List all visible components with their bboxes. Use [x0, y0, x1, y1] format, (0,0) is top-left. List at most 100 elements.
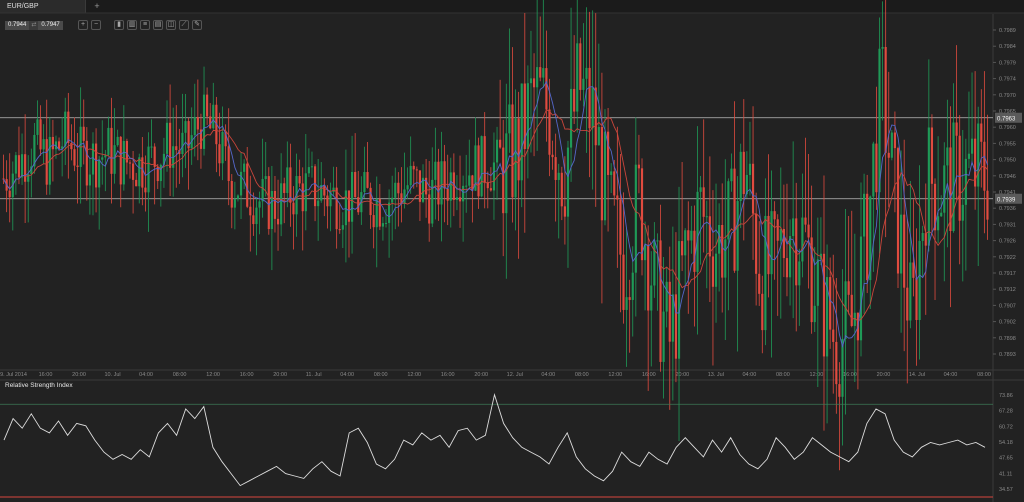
- chart-type-bars-icon[interactable]: ▥: [127, 20, 137, 30]
- candle-body: [313, 166, 317, 207]
- candle-body: [970, 138, 974, 154]
- add-tab-button[interactable]: +: [94, 1, 100, 11]
- candle-body: [505, 133, 508, 214]
- candle-body: [20, 154, 24, 178]
- candle-body: [495, 139, 499, 163]
- candle-body: [326, 195, 329, 207]
- candle-body: [440, 161, 443, 205]
- candle-body: [153, 146, 156, 167]
- y-tick-label: 0.7984: [999, 44, 1016, 50]
- candle-body: [748, 163, 752, 175]
- candle-body: [458, 197, 462, 202]
- candle-body: [825, 277, 829, 357]
- candle-body: [653, 240, 656, 286]
- rsi-y-tick-label: 54.18: [999, 440, 1013, 446]
- x-tick-label: 04:00: [340, 372, 354, 378]
- candle-body: [893, 132, 897, 149]
- candle-body: [829, 277, 832, 330]
- rsi-y-tick-label: 60.72: [999, 424, 1013, 430]
- candle-body: [224, 131, 227, 147]
- candle-body: [912, 262, 915, 278]
- candle-body: [853, 312, 856, 326]
- candle-body: [332, 187, 335, 192]
- candle-body: [946, 147, 949, 166]
- zoom-in-icon[interactable]: +: [78, 20, 88, 30]
- rsi-line: [3, 392, 986, 487]
- candle-body: [730, 168, 733, 182]
- bid-price[interactable]: 0.7944: [5, 21, 30, 30]
- y-tick-label: 0.7974: [999, 77, 1016, 83]
- x-tick-label: 04:00: [541, 372, 555, 378]
- candle-body: [446, 188, 449, 201]
- candle-body: [307, 167, 310, 174]
- y-tick-label: 0.7907: [999, 303, 1016, 309]
- candle-body: [45, 139, 48, 185]
- candle-body: [169, 122, 172, 168]
- candle-body: [714, 253, 718, 287]
- candle-body: [579, 43, 582, 90]
- ask-price[interactable]: 0.7947: [38, 21, 63, 30]
- candle-body: [431, 179, 434, 224]
- candle-body: [298, 176, 301, 184]
- candle-body: [150, 146, 153, 148]
- chart-type-candles-icon[interactable]: ▮: [114, 20, 124, 30]
- candle-body: [859, 236, 863, 341]
- candle-body: [273, 190, 277, 219]
- candle-body: [671, 294, 674, 342]
- candle-body: [110, 127, 113, 174]
- candle-body: [937, 216, 940, 231]
- candle-body: [610, 171, 613, 175]
- candle-body: [838, 384, 841, 397]
- candle-body: [927, 127, 930, 246]
- candle-body: [644, 244, 647, 261]
- indicators-icon[interactable]: ≡: [140, 20, 150, 30]
- candle-body: [739, 151, 742, 202]
- candle-body: [896, 148, 900, 274]
- candle-body: [82, 126, 85, 141]
- tab-eurgbp[interactable]: EUR/GBP: [0, 0, 86, 13]
- candle-body: [249, 206, 252, 216]
- candle-body: [206, 94, 209, 117]
- candle-body: [677, 241, 681, 359]
- candle-body: [816, 259, 819, 306]
- candle-body: [850, 294, 853, 326]
- candle-body: [779, 228, 782, 241]
- candle-body: [822, 253, 826, 357]
- candle-body: [292, 202, 295, 215]
- y-tick-label: 0.7893: [999, 352, 1016, 358]
- candle-body: [634, 164, 637, 273]
- candle-body: [36, 119, 39, 135]
- candle-body: [961, 204, 964, 221]
- candle-body: [977, 123, 980, 187]
- candle-body: [656, 240, 659, 242]
- candle-body: [724, 239, 727, 278]
- candle-body: [687, 230, 690, 241]
- candle-body: [532, 78, 536, 88]
- settings-icon[interactable]: ✎: [192, 20, 202, 30]
- candle-body: [258, 201, 261, 208]
- candle-body: [940, 212, 943, 217]
- line-tool-icon[interactable]: ⟋: [179, 20, 189, 30]
- timeframe-icon[interactable]: ▤: [153, 20, 163, 30]
- candle-body: [721, 224, 724, 278]
- candle-body: [218, 144, 221, 164]
- candle-body: [462, 185, 465, 202]
- candle-body: [980, 123, 983, 142]
- candle-body: [2, 178, 5, 180]
- drawing-tools-icon[interactable]: ◫: [166, 20, 176, 30]
- candle-body: [119, 136, 122, 185]
- y-tick-label: 0.7936: [999, 206, 1016, 212]
- candle-body: [847, 281, 850, 295]
- candle-body: [958, 135, 961, 221]
- candle-body: [428, 194, 431, 224]
- candle-body: [172, 146, 175, 168]
- zoom-out-icon[interactable]: −: [91, 20, 101, 30]
- x-tick-label: 08:00: [575, 372, 589, 378]
- candle-body: [884, 46, 887, 153]
- candle-body: [397, 182, 400, 194]
- candle-body: [255, 207, 258, 225]
- y-tick-label: 0.7979: [999, 60, 1016, 66]
- candle-body: [582, 78, 585, 90]
- candle-body: [631, 272, 634, 300]
